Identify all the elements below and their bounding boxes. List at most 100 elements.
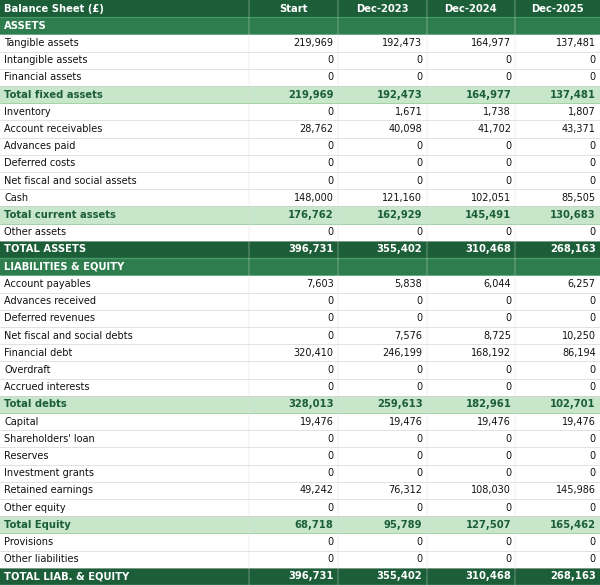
Text: 396,731: 396,731 xyxy=(288,572,334,581)
Text: 0: 0 xyxy=(328,433,334,444)
Text: Deferred revenues: Deferred revenues xyxy=(4,314,95,324)
Bar xyxy=(0,155,249,172)
Text: 0: 0 xyxy=(590,554,596,564)
Text: 0: 0 xyxy=(505,55,511,65)
Bar xyxy=(338,482,427,499)
Bar xyxy=(515,534,600,550)
Text: 0: 0 xyxy=(328,55,334,65)
Text: 165,462: 165,462 xyxy=(550,520,596,530)
Bar xyxy=(249,378,338,395)
Text: 0: 0 xyxy=(416,228,422,238)
Text: 0: 0 xyxy=(590,537,596,547)
Bar xyxy=(338,550,427,568)
Bar xyxy=(249,121,338,137)
Text: 130,683: 130,683 xyxy=(550,210,596,220)
Text: 162,929: 162,929 xyxy=(377,210,422,220)
Bar xyxy=(515,499,600,516)
Bar xyxy=(249,17,338,35)
Text: 5,838: 5,838 xyxy=(395,279,422,289)
Bar xyxy=(427,395,515,413)
Bar xyxy=(249,309,338,327)
Bar xyxy=(338,172,427,190)
Text: 320,410: 320,410 xyxy=(293,347,334,357)
Bar xyxy=(427,362,515,378)
Bar xyxy=(427,207,515,223)
Bar xyxy=(515,155,600,172)
Text: Total fixed assets: Total fixed assets xyxy=(4,90,103,99)
Bar xyxy=(515,464,600,482)
Bar xyxy=(249,69,338,86)
Bar xyxy=(427,86,515,103)
Bar xyxy=(515,378,600,395)
Bar xyxy=(249,190,338,207)
Bar xyxy=(515,223,600,241)
Bar xyxy=(338,378,427,395)
Text: 0: 0 xyxy=(328,451,334,461)
Bar xyxy=(0,309,249,327)
Text: 0: 0 xyxy=(416,433,422,444)
Text: 0: 0 xyxy=(328,382,334,392)
Text: 0: 0 xyxy=(328,73,334,82)
Text: 127,507: 127,507 xyxy=(466,520,511,530)
Bar xyxy=(249,276,338,292)
Bar xyxy=(338,223,427,241)
Text: 0: 0 xyxy=(328,159,334,168)
Text: 41,702: 41,702 xyxy=(477,124,511,134)
Text: 19,476: 19,476 xyxy=(300,417,334,426)
Bar xyxy=(0,276,249,292)
Bar xyxy=(515,17,600,35)
Text: Deferred costs: Deferred costs xyxy=(4,159,76,168)
Bar xyxy=(0,464,249,482)
Text: 219,969: 219,969 xyxy=(288,90,334,99)
Bar xyxy=(338,137,427,155)
Bar xyxy=(0,0,249,17)
Bar xyxy=(338,448,427,464)
Text: 310,468: 310,468 xyxy=(466,245,511,254)
Bar xyxy=(338,121,427,137)
Bar xyxy=(0,516,249,534)
Bar xyxy=(427,51,515,69)
Text: 0: 0 xyxy=(505,503,511,512)
Text: Advances received: Advances received xyxy=(4,296,96,306)
Bar xyxy=(0,121,249,137)
Bar xyxy=(427,430,515,448)
Bar xyxy=(515,568,600,585)
Bar xyxy=(338,0,427,17)
Bar xyxy=(249,223,338,241)
Bar xyxy=(0,395,249,413)
Text: 0: 0 xyxy=(328,176,334,185)
Bar xyxy=(515,482,600,499)
Bar xyxy=(0,51,249,69)
Bar xyxy=(427,413,515,430)
Text: 0: 0 xyxy=(505,296,511,306)
Text: 0: 0 xyxy=(416,55,422,65)
Bar xyxy=(249,550,338,568)
Text: Total current assets: Total current assets xyxy=(4,210,116,220)
Bar xyxy=(427,482,515,499)
Text: TOTAL LIAB. & EQUITY: TOTAL LIAB. & EQUITY xyxy=(4,572,130,581)
Text: 0: 0 xyxy=(590,176,596,185)
Text: 0: 0 xyxy=(416,554,422,564)
Bar xyxy=(249,448,338,464)
Bar xyxy=(0,362,249,378)
Text: Other liabilities: Other liabilities xyxy=(4,554,79,564)
Bar xyxy=(515,309,600,327)
Text: 0: 0 xyxy=(328,365,334,375)
Bar xyxy=(249,568,338,585)
Text: Balance Sheet (£): Balance Sheet (£) xyxy=(4,4,104,13)
Bar xyxy=(249,464,338,482)
Bar xyxy=(515,137,600,155)
Bar xyxy=(0,327,249,344)
Bar xyxy=(427,223,515,241)
Bar xyxy=(0,292,249,309)
Bar xyxy=(515,395,600,413)
Text: Start: Start xyxy=(279,4,308,13)
Text: TOTAL ASSETS: TOTAL ASSETS xyxy=(4,245,86,254)
Bar xyxy=(338,395,427,413)
Bar xyxy=(338,103,427,121)
Bar xyxy=(515,103,600,121)
Bar xyxy=(249,362,338,378)
Text: 0: 0 xyxy=(590,433,596,444)
Bar xyxy=(249,344,338,362)
Bar xyxy=(249,137,338,155)
